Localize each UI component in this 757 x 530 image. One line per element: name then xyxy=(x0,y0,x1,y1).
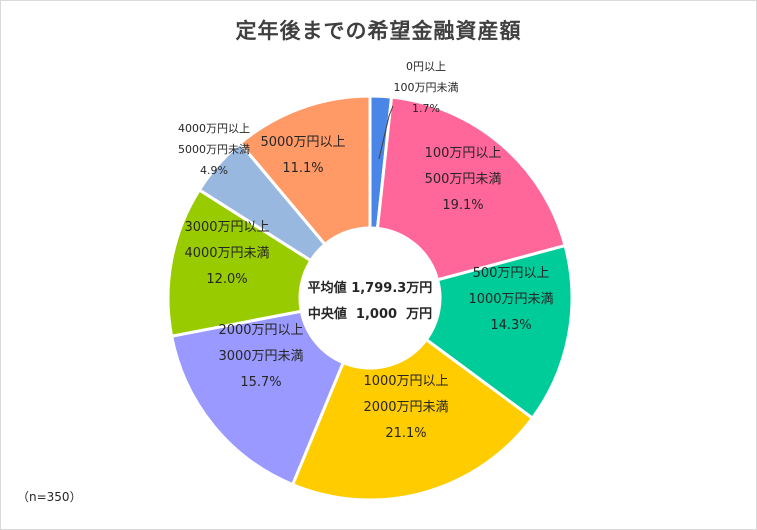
slice-label-5: 3000万円以上 xyxy=(184,220,269,235)
slice-label-2: 500万円以上 xyxy=(473,266,550,281)
slice-2 xyxy=(424,243,574,421)
slice-label-0: 0円以上 xyxy=(406,60,446,73)
slice-label-4: 3000万円未満 xyxy=(218,349,303,364)
slice-4 xyxy=(169,309,346,487)
slice-label-3: 1000万円以上 xyxy=(363,374,448,389)
slice-label-6: 4.9% xyxy=(200,164,228,177)
slice-label-6: 5000万円未満 xyxy=(178,143,250,156)
slice-3 xyxy=(290,337,535,502)
slice-label-2: 14.3% xyxy=(490,318,531,333)
slice-1 xyxy=(375,95,567,282)
slice-label-0: 1.7% xyxy=(412,102,440,115)
center-stat-0: 平均値 1,799.3万円 xyxy=(308,280,433,296)
slice-label-3: 2000万円未満 xyxy=(363,400,448,415)
slice-label-5: 4000万円未満 xyxy=(184,246,269,261)
slice-label-5: 12.0% xyxy=(206,272,247,287)
slice-label-4: 15.7% xyxy=(240,375,281,390)
slice-5 xyxy=(166,187,313,338)
slice-label-6: 4000万円以上 xyxy=(178,122,250,135)
slice-label-1: 19.1% xyxy=(442,198,483,213)
slice-label-3: 21.1% xyxy=(385,426,426,441)
chart-title: 定年後までの希望金融資産額 xyxy=(235,19,522,43)
slice-label-2: 1000万円未満 xyxy=(468,292,553,307)
center-stat-1: 中央値 1,000 万円 xyxy=(308,306,432,322)
slice-label-1: 100万円以上 xyxy=(425,146,502,161)
slice-label-4: 2000万円以上 xyxy=(218,323,303,338)
slice-label-0: 100万円未満 xyxy=(394,81,459,94)
leader-line-0 xyxy=(378,105,394,160)
slice-label-7: 11.1% xyxy=(282,161,323,176)
slice-label-7: 5000万円以上 xyxy=(260,135,345,150)
slice-label-1: 500万円未満 xyxy=(425,172,502,187)
sample-size-note: （n=350） xyxy=(17,490,82,504)
slice-7 xyxy=(238,94,372,247)
